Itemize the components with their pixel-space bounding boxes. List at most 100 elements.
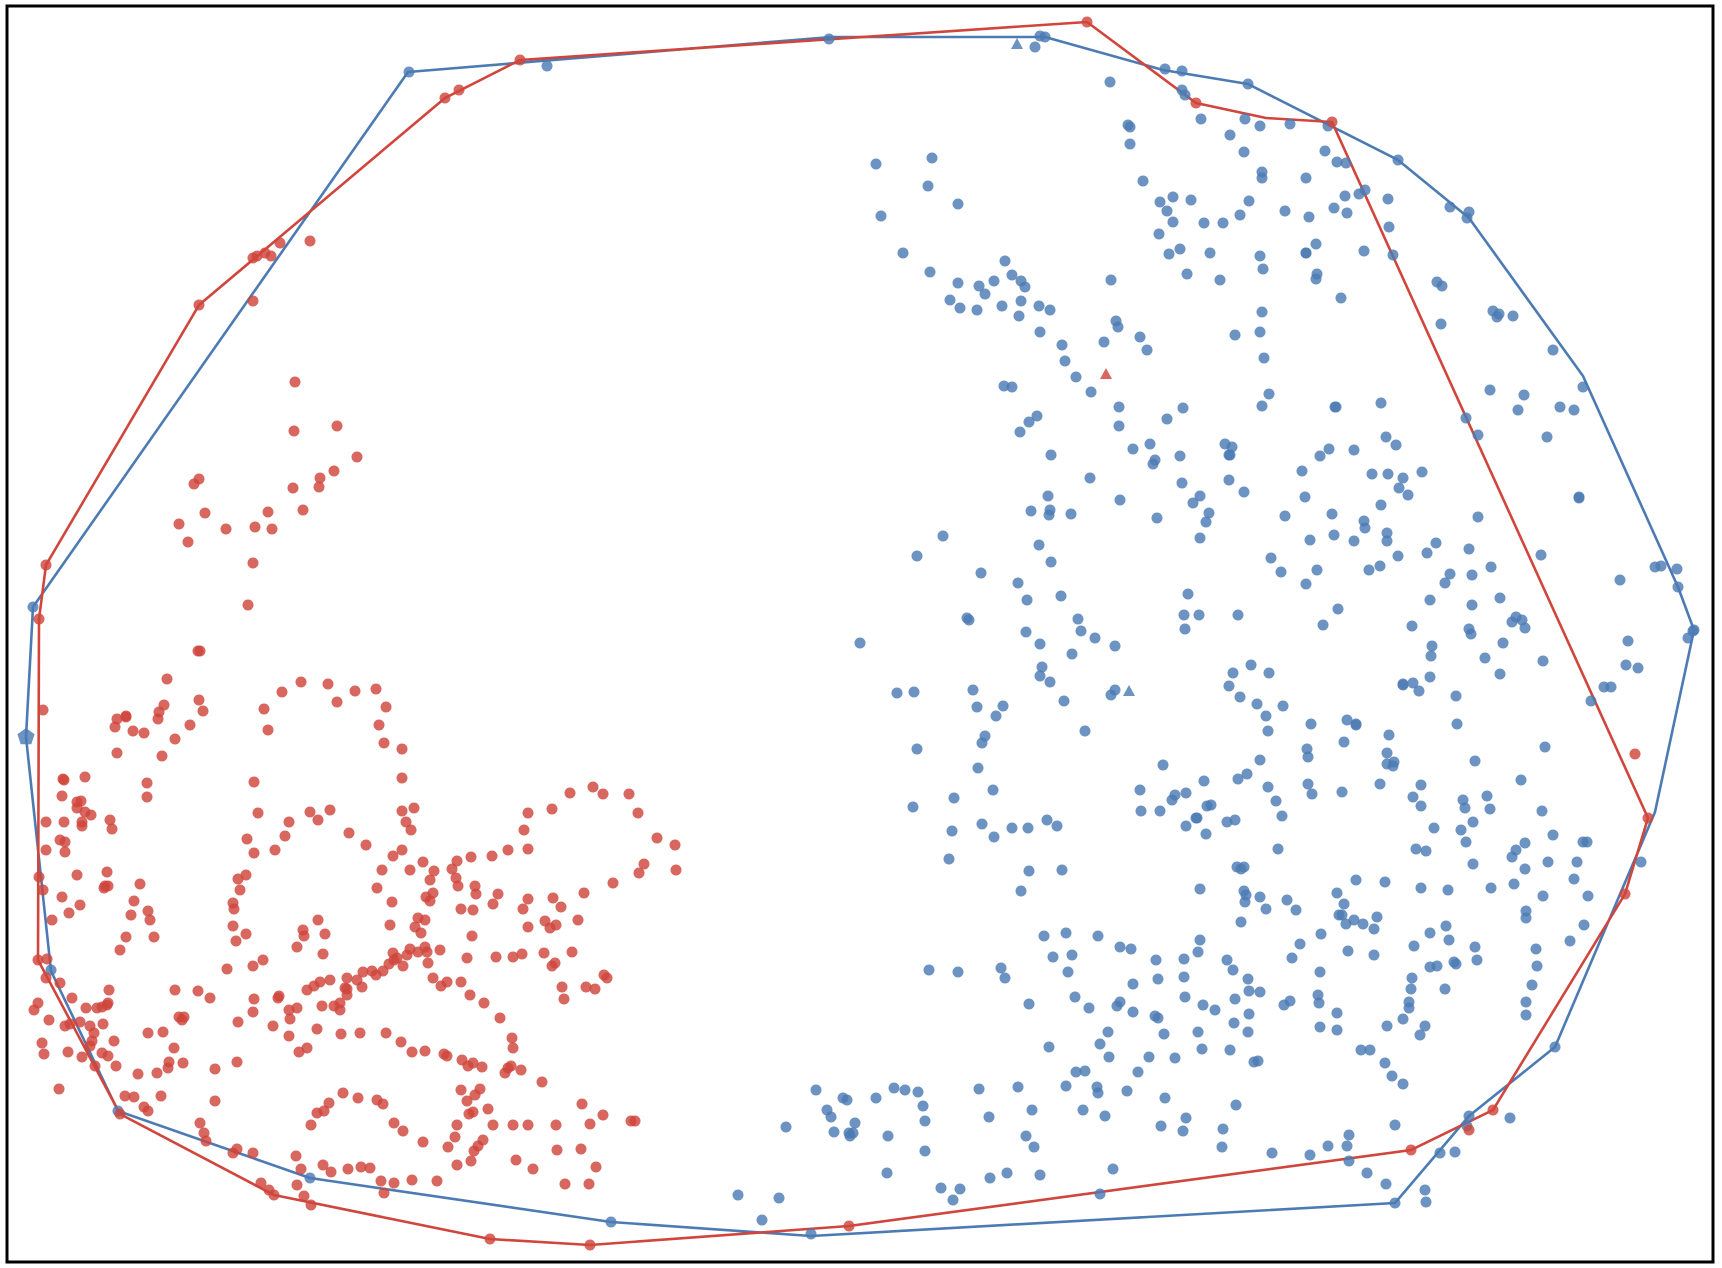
blue-circle-point xyxy=(1371,911,1383,923)
blue-circle-point xyxy=(1167,191,1179,203)
blue-circle-point xyxy=(1520,1009,1532,1021)
blue-circle-point xyxy=(1110,315,1122,327)
blue-circle-point xyxy=(1451,718,1463,730)
blue-circle-point xyxy=(1506,851,1518,863)
blue-circle-point xyxy=(1059,355,1071,367)
blue-circle-point xyxy=(1179,89,1191,101)
blue-circle-point xyxy=(1420,1196,1432,1208)
blue-circle-point xyxy=(1079,1065,1091,1077)
blue-triangle-point xyxy=(1123,685,1135,696)
blue-circle-point xyxy=(605,1216,617,1228)
red-circle-point xyxy=(148,931,160,943)
red-circle-point xyxy=(391,952,403,964)
red-circle-point xyxy=(247,1006,259,1018)
blue-circle-point xyxy=(1238,885,1250,897)
red-circle-point xyxy=(263,1184,275,1196)
red-circle-point xyxy=(451,1119,463,1131)
red-circle-point xyxy=(580,981,592,993)
red-circle-point xyxy=(1487,1104,1499,1116)
red-circle-point xyxy=(388,1177,400,1189)
blue-circle-point xyxy=(1044,676,1056,688)
red-circle-point xyxy=(249,521,261,533)
blue-circle-point xyxy=(1479,652,1491,664)
blue-circle-point xyxy=(1294,938,1306,950)
blue-circle-point xyxy=(1449,1146,1461,1158)
red-circle-point xyxy=(651,832,663,844)
blue-circle-point xyxy=(954,302,966,314)
blue-circle-point xyxy=(919,1145,931,1157)
blue-circle-point xyxy=(1006,381,1018,393)
red-circle-point xyxy=(461,952,473,964)
red-circle-point xyxy=(41,953,53,965)
blue-circle-point xyxy=(1143,1051,1155,1063)
blue-circle-point xyxy=(1228,1017,1240,1029)
red-circle-point xyxy=(193,694,205,706)
red-circle-point xyxy=(351,451,363,463)
blue-circle-point xyxy=(1094,1188,1106,1200)
red-circle-point xyxy=(522,893,534,905)
blue-circle-point xyxy=(1339,190,1351,202)
red-circle-point xyxy=(349,685,361,697)
blue-circle-point xyxy=(1154,805,1166,817)
blue-circle-point xyxy=(1319,145,1331,157)
blue-circle-point xyxy=(1105,689,1117,701)
red-circle-point xyxy=(247,960,259,972)
blue-circle-point xyxy=(1243,1008,1255,1020)
blue-circle-point xyxy=(1598,681,1610,693)
red-circle-point xyxy=(295,676,307,688)
blue-circle-point xyxy=(1031,410,1043,422)
red-circle-point xyxy=(248,776,260,788)
blue-circle-point xyxy=(1176,477,1188,489)
blue-triangle-point xyxy=(1011,38,1023,49)
blue-circle-point xyxy=(1463,623,1475,635)
red-circle-point xyxy=(325,1166,337,1178)
blue-circle-point xyxy=(1305,718,1317,730)
blue-circle-point xyxy=(1043,509,1055,521)
blue-circle-point xyxy=(984,1172,996,1184)
red-circle-point xyxy=(59,846,71,858)
red-circle-point xyxy=(404,943,416,955)
blue-circle-point xyxy=(1340,157,1352,169)
blue-circle-point xyxy=(1167,216,1179,228)
red-circle-point xyxy=(102,1050,114,1062)
red-circle-point xyxy=(269,844,281,856)
blue-circle-point xyxy=(1336,786,1348,798)
red-circle-point xyxy=(405,824,417,836)
blue-circle-point xyxy=(1405,983,1417,995)
red-circle-point xyxy=(38,1048,50,1060)
red-circle-point xyxy=(427,972,439,984)
blue-circle-point xyxy=(1582,890,1594,902)
red-circle-point xyxy=(584,1239,596,1251)
red-circle-point xyxy=(242,599,254,611)
blue-circle-point xyxy=(1450,690,1462,702)
red-circle-point xyxy=(434,944,446,956)
blue-circle-point xyxy=(1331,1024,1343,1036)
blue-circle-point xyxy=(825,1111,837,1123)
red-triangle-point xyxy=(1100,368,1112,379)
red-circle-point xyxy=(442,1141,454,1153)
blue-circle-point xyxy=(1277,700,1289,712)
blue-circle-point xyxy=(1520,996,1532,1008)
blue-circle-point xyxy=(1338,898,1350,910)
blue-circle-point xyxy=(1284,118,1296,130)
red-circle-point xyxy=(546,803,558,815)
blue-circle-point xyxy=(1355,1044,1367,1056)
blue-circle-point xyxy=(1265,552,1277,564)
red-circle-point xyxy=(396,772,408,784)
red-circle-point xyxy=(227,920,239,932)
red-circle-point xyxy=(587,781,599,793)
blue-circle-point xyxy=(1194,934,1206,946)
blue-circle-point xyxy=(952,277,964,289)
blue-circle-point xyxy=(973,1083,985,1095)
red-circle-point xyxy=(341,983,353,995)
blue-circle-point xyxy=(1357,918,1369,930)
blue-circle-point xyxy=(1251,698,1263,710)
red-circle-point xyxy=(566,946,578,958)
blue-circle-point xyxy=(1114,941,1126,953)
red-circle-point xyxy=(230,935,242,947)
blue-circle-point xyxy=(1442,884,1454,896)
blue-circle-point xyxy=(997,700,1009,712)
blue-circle-point xyxy=(1428,822,1440,834)
blue-circle-point xyxy=(1531,960,1543,972)
red-circle-point xyxy=(40,816,52,828)
